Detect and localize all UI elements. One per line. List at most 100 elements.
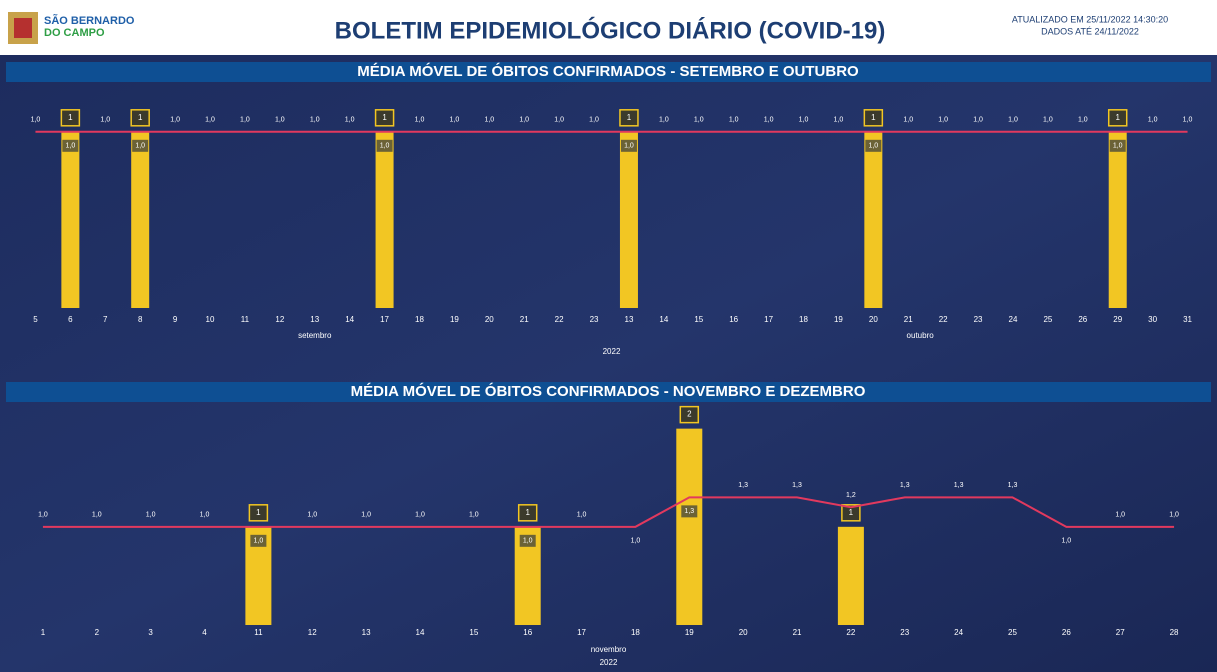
line-value-label: 1,0 <box>1115 512 1125 519</box>
chart-title: MÉDIA MÓVEL DE ÓBITOS CONFIRMADOS - SETE… <box>357 62 859 80</box>
x-tick-label: 21 <box>904 315 913 324</box>
bar <box>61 131 80 308</box>
line-value-label: 1,0 <box>519 117 529 124</box>
x-tick-label: 16 <box>523 628 532 637</box>
line-value-label: 1,0 <box>589 117 599 124</box>
bar-label-bg <box>130 109 150 127</box>
bar <box>375 131 394 308</box>
line-label-bg <box>620 139 637 152</box>
x-tick-label: 20 <box>485 315 494 324</box>
x-tick-label: 28 <box>1170 628 1179 637</box>
line-value-label: 1,0 <box>523 538 533 545</box>
chart-bg <box>0 55 1217 672</box>
line-value-label: 1,0 <box>310 117 320 124</box>
line-value-label: 1,3 <box>954 482 964 489</box>
month-label: novembro <box>591 645 627 654</box>
x-tick-label: 17 <box>577 628 586 637</box>
bar-value-label: 1 <box>138 113 143 122</box>
line-value-label: 1,0 <box>1061 538 1071 545</box>
line-value-label: 1,0 <box>1183 117 1193 124</box>
x-tick-label: 20 <box>869 315 878 324</box>
line-value-label: 1,0 <box>170 117 180 124</box>
bar-label-bg <box>374 109 395 127</box>
line-value-label: 1,0 <box>205 117 215 124</box>
bar-label-bg <box>863 109 884 127</box>
line-value-label: 1,0 <box>275 117 285 124</box>
x-tick-label: 30 <box>1148 315 1157 324</box>
page-title: BOLETIM EPIDEMIOLÓGICO DIÁRIO (COVID-19) <box>335 16 886 44</box>
line-value-label: 1,0 <box>380 143 390 150</box>
chart-title-band <box>6 382 1211 402</box>
line-value-label: 1,3 <box>684 508 694 515</box>
x-tick-label: 22 <box>555 315 564 324</box>
x-tick-label: 4 <box>202 628 207 637</box>
x-tick-label: 23 <box>900 628 909 637</box>
x-tick-label: 11 <box>241 315 250 324</box>
x-tick-label: 14 <box>416 628 425 637</box>
line-value-label: 1,0 <box>1008 117 1018 124</box>
x-tick-label: 15 <box>469 628 478 637</box>
line-value-label: 1,0 <box>361 512 371 519</box>
month-label: setembro <box>298 331 332 340</box>
line-value-label: 1,0 <box>903 117 913 124</box>
line-label-bg <box>865 139 882 152</box>
line <box>42 496 1175 528</box>
x-tick-label: 17 <box>380 315 389 324</box>
line-value-label: 1,3 <box>738 482 748 489</box>
x-tick-label: 25 <box>1008 628 1017 637</box>
bar <box>837 526 864 625</box>
line-value-label: 1,0 <box>694 117 704 124</box>
bar-label-bg <box>619 109 639 127</box>
bar <box>676 428 703 625</box>
header-bg <box>0 0 1217 55</box>
bar-value-label: 1 <box>1115 113 1120 122</box>
x-tick-label: 20 <box>739 628 748 637</box>
line-value-label: 1,0 <box>938 117 948 124</box>
year-label: 2022 <box>603 347 621 356</box>
x-tick-label: 19 <box>834 315 843 324</box>
line-value-label: 1,3 <box>1008 482 1018 489</box>
x-tick-label: 5 <box>33 315 38 324</box>
x-tick-label: 27 <box>1116 628 1125 637</box>
line-label-bg <box>681 505 698 518</box>
line-label-bg <box>132 139 149 152</box>
line-value-label: 1,0 <box>66 143 76 150</box>
bar-label-bg <box>517 504 538 522</box>
bar-label-bg <box>60 109 81 127</box>
x-tick-label: 19 <box>685 628 694 637</box>
line-value-label: 1,0 <box>834 117 844 124</box>
line-value-label: 1,0 <box>240 117 250 124</box>
x-tick-label: 13 <box>362 628 371 637</box>
data-until-text: DADOS ATÉ 24/11/2022 <box>1041 26 1139 36</box>
x-tick-label: 21 <box>793 628 802 637</box>
line-value-label: 1,0 <box>469 512 479 519</box>
x-tick-label: 23 <box>974 315 983 324</box>
x-tick-label: 21 <box>520 315 529 324</box>
chart-title: MÉDIA MÓVEL DE ÓBITOS CONFIRMADOS - NOVE… <box>351 382 866 400</box>
line-value-label: 1,0 <box>345 117 355 124</box>
bar-label-bg <box>841 504 861 522</box>
bar-value-label: 1 <box>382 113 387 122</box>
line-value-label: 1,0 <box>624 143 634 150</box>
line-value-label: 1,0 <box>1078 117 1088 124</box>
line-value-label: 1,0 <box>135 143 145 150</box>
line-value-label: 1,0 <box>1113 143 1123 150</box>
bar-label-bg <box>248 504 269 522</box>
x-tick-label: 19 <box>450 315 459 324</box>
updated-text: ATUALIZADO EM 25/11/2022 14:30:20 <box>1012 14 1168 24</box>
bar-value-label: 1 <box>68 113 73 122</box>
line-value-label: 1,2 <box>846 492 856 499</box>
line-value-label: 1,3 <box>792 482 802 489</box>
x-tick-label: 25 <box>1043 315 1052 324</box>
line-value-label: 1,0 <box>200 512 210 519</box>
line-value-label: 1,0 <box>415 512 425 519</box>
line-value-label: 1,0 <box>100 117 110 124</box>
x-tick-label: 16 <box>729 315 738 324</box>
x-tick-label: 8 <box>138 315 143 324</box>
x-tick-label: 14 <box>659 315 668 324</box>
x-tick-label: 15 <box>694 315 703 324</box>
bar-value-label: 1 <box>849 508 854 517</box>
line-value-label: 1,0 <box>764 117 774 124</box>
